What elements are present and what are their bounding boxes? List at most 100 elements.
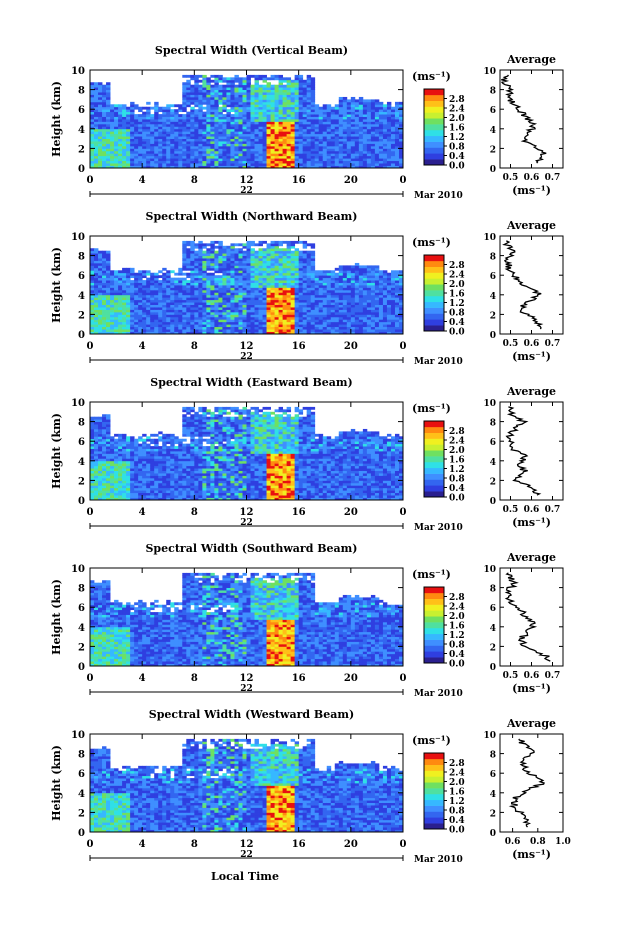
heatmap-cell xyxy=(274,275,279,279)
heatmap-cell xyxy=(286,121,292,125)
heatmap-cell xyxy=(270,158,275,162)
heatmap-cell xyxy=(354,163,360,166)
heatmap-cell xyxy=(170,160,175,164)
heatmap-cell xyxy=(322,114,328,117)
heatmap-cell xyxy=(206,150,211,154)
heatmap-cell xyxy=(330,109,336,113)
heatmap-cell xyxy=(386,329,392,332)
heatmap-cell xyxy=(366,329,372,332)
heatmap-cell xyxy=(242,324,247,328)
heatmap-cell xyxy=(286,258,292,261)
heatmap-cell xyxy=(102,324,107,328)
heatmap-cell xyxy=(270,109,275,113)
colorbar-segment xyxy=(424,100,444,107)
heatmap-cell xyxy=(290,160,296,164)
heatmap-cell xyxy=(102,294,107,298)
heatmap-cell xyxy=(310,158,316,162)
heatmap-cell xyxy=(106,314,111,318)
heatmap-cell xyxy=(198,74,203,78)
heatmap-cell xyxy=(206,285,211,288)
heatmap-cell xyxy=(314,121,320,125)
heatmap-cell xyxy=(294,109,300,113)
heatmap-cell xyxy=(322,329,328,332)
heatmap-cell xyxy=(226,92,231,95)
heatmap-cell xyxy=(206,311,211,315)
heatmap-cell xyxy=(126,123,131,127)
heatmap-cell xyxy=(274,106,279,110)
heatmap-cell xyxy=(306,250,312,254)
heatmap-cell xyxy=(274,250,279,254)
heatmap-cell xyxy=(106,143,111,147)
heatmap-cell xyxy=(194,253,199,256)
heatmap-cell xyxy=(214,282,219,286)
heatmap-cell xyxy=(130,148,135,152)
heatmap-cell xyxy=(194,260,199,264)
heatmap-cell xyxy=(90,145,95,149)
heatmap-cell xyxy=(374,331,380,335)
heatmap-cell xyxy=(362,128,368,132)
heatmap-cell xyxy=(382,111,388,115)
heatmap-cell xyxy=(370,126,376,130)
heatmap-cell xyxy=(262,153,267,157)
heatmap-cell xyxy=(202,280,207,283)
heatmap-cell xyxy=(158,119,163,122)
heatmap-cell xyxy=(98,133,103,137)
heatmap-cell xyxy=(266,99,271,103)
heatmap-cell xyxy=(206,265,211,269)
heatmap-cell xyxy=(102,262,107,266)
heatmap-cell xyxy=(310,250,316,254)
heatmap-cell xyxy=(282,294,288,298)
heatmap-cell xyxy=(198,294,203,298)
heatmap-cell xyxy=(358,294,364,298)
heatmap-cell xyxy=(238,282,243,286)
heatmap-cell xyxy=(94,109,99,113)
heatmap-cell xyxy=(270,240,275,244)
heatmap-cell xyxy=(178,155,183,159)
heatmap-cell xyxy=(370,153,376,157)
heatmap-cell xyxy=(106,99,111,103)
heatmap-cell xyxy=(110,145,115,149)
heatmap-cell xyxy=(154,133,159,137)
heatmap-cell xyxy=(138,297,143,301)
heatmap-cell xyxy=(202,87,207,90)
heatmap-cell xyxy=(338,316,344,320)
average-y-tick-label: 10 xyxy=(483,67,496,77)
heatmap-cell xyxy=(278,123,284,127)
heatmap-cell xyxy=(258,309,263,313)
heatmap-cell xyxy=(146,163,151,166)
heatmap-cell xyxy=(142,326,147,330)
heatmap-cell xyxy=(94,289,99,293)
heatmap-cell xyxy=(162,114,167,117)
heatmap-cell xyxy=(286,287,292,291)
heatmap-cell xyxy=(342,165,348,169)
x-tick-label: 20 xyxy=(344,175,358,186)
heatmap-cell xyxy=(114,302,119,305)
heatmap-cell xyxy=(210,153,215,157)
heatmap-cell xyxy=(254,87,259,90)
heatmap-cell xyxy=(258,253,263,256)
heatmap-cell xyxy=(266,280,271,283)
heatmap-cell xyxy=(314,316,320,320)
x-tick-label: 12 xyxy=(240,175,254,186)
heatmap-cell xyxy=(286,136,292,139)
heatmap-cell xyxy=(106,292,111,296)
heatmap-cell xyxy=(386,280,392,283)
heatmap-cell xyxy=(322,270,328,274)
heatmap-cell xyxy=(366,314,372,318)
heatmap-cell xyxy=(302,126,308,130)
heatmap-cell xyxy=(166,116,171,120)
heatmap-cell xyxy=(230,316,235,320)
heatmap-cell xyxy=(206,248,211,252)
heatmap-cell xyxy=(202,250,207,254)
heatmap-cell xyxy=(142,314,147,318)
heatmap-cell xyxy=(206,87,211,90)
heatmap-cell xyxy=(330,324,336,328)
heatmap-cell xyxy=(150,158,155,162)
heatmap-cell xyxy=(278,311,284,315)
heatmap-cell xyxy=(334,324,340,328)
heatmap-cell xyxy=(122,324,127,328)
heatmap-cell xyxy=(186,148,191,152)
heatmap-cell xyxy=(374,321,380,325)
heatmap-cell xyxy=(394,304,400,308)
heatmap-cell xyxy=(354,116,360,120)
